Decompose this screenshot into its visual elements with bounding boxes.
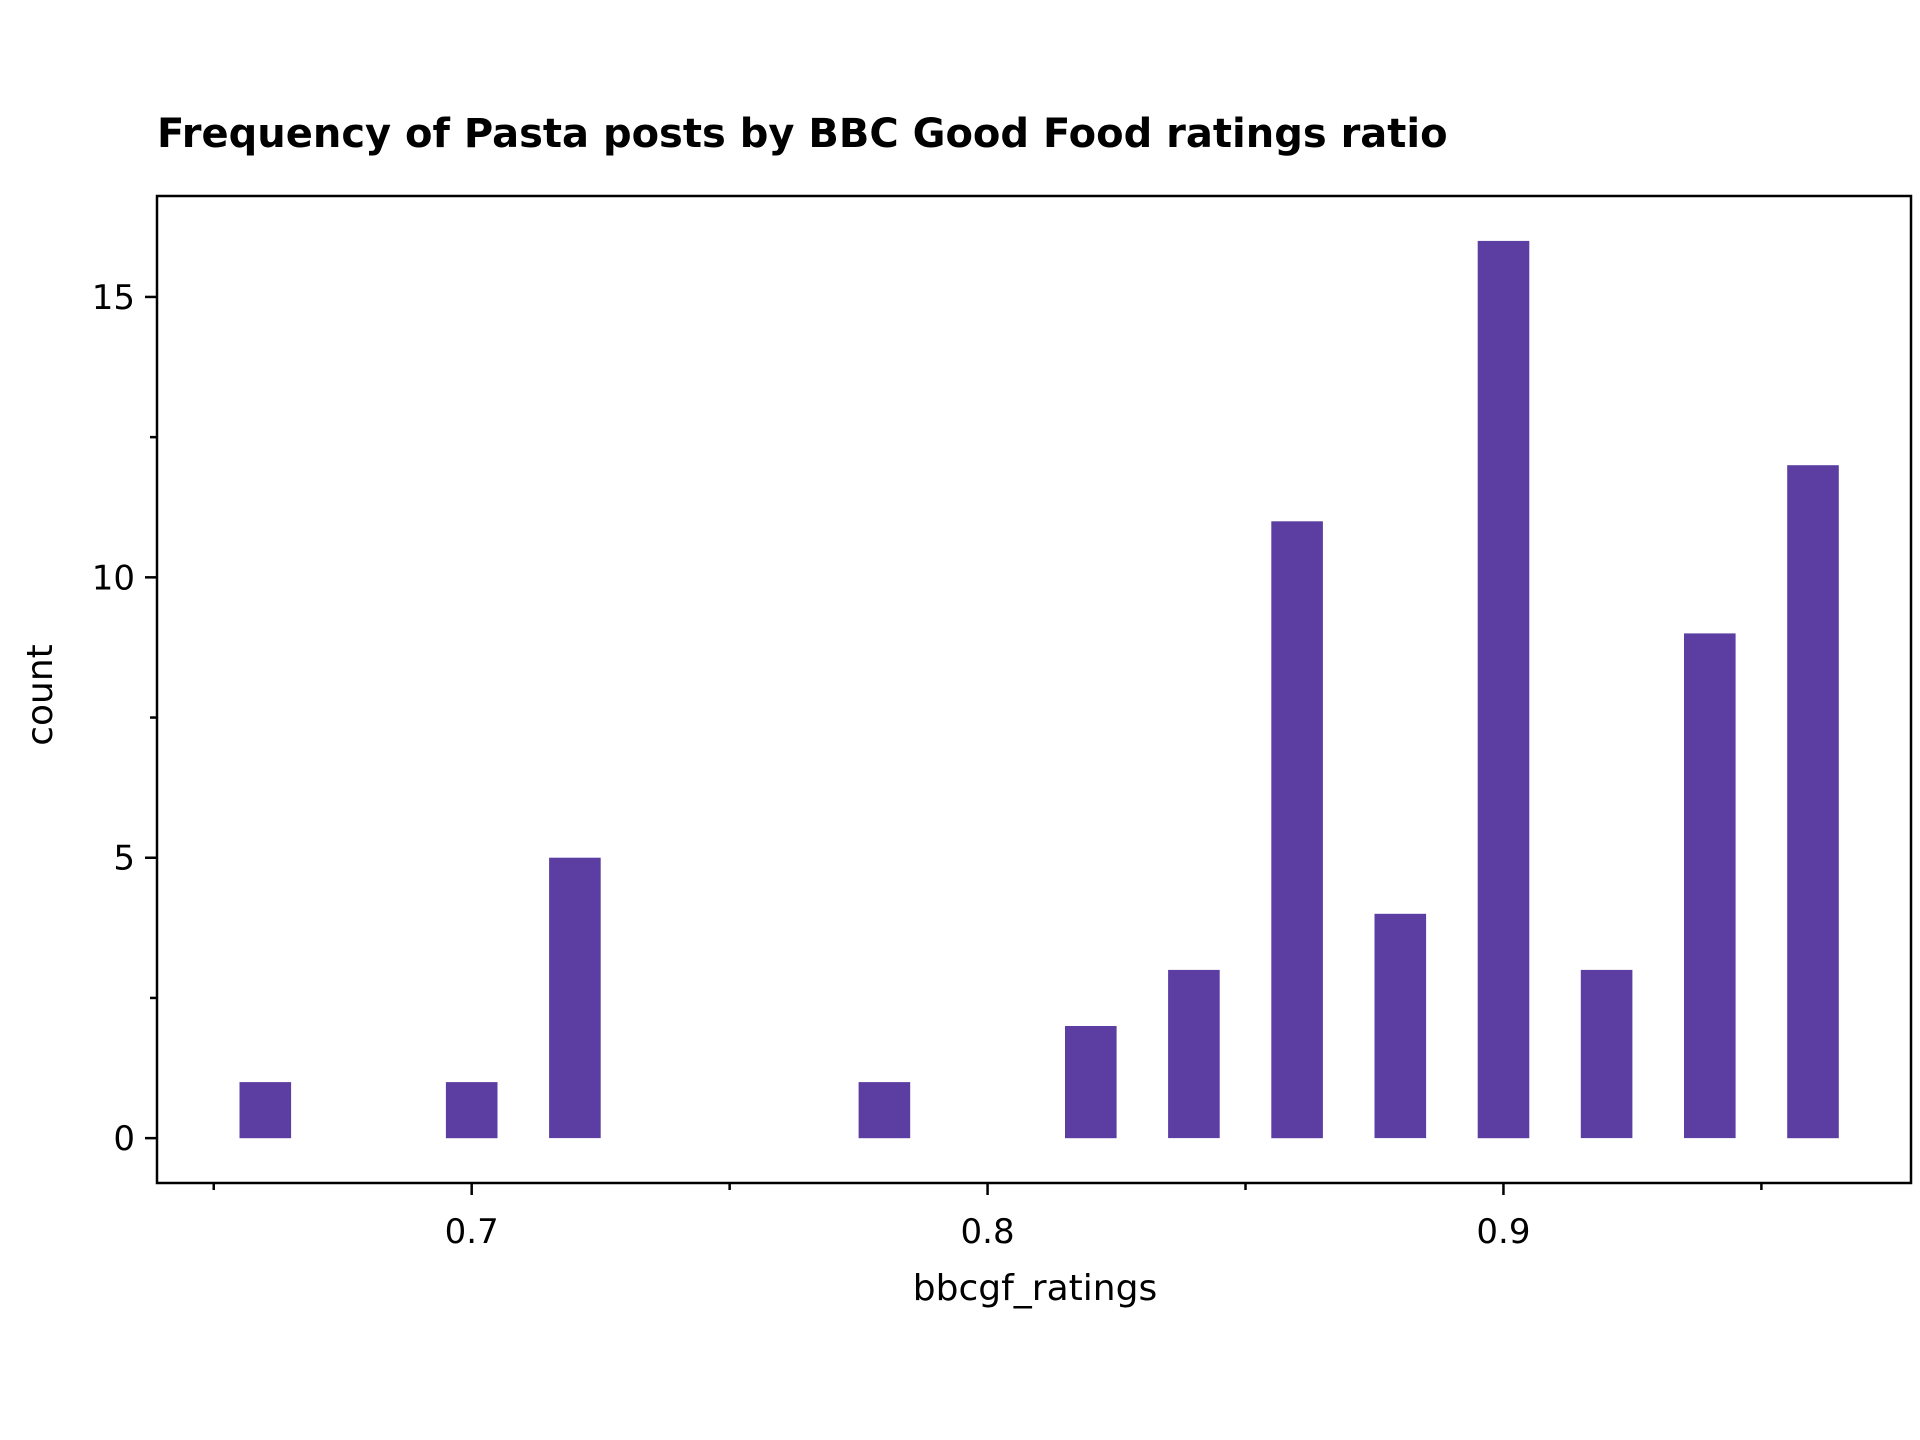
histogram-bar	[858, 1082, 911, 1139]
y-axis-label: count	[20, 644, 61, 746]
ticks-group: 0.7 0.8 0.9 0 5 10 15	[92, 278, 1763, 1252]
y-tick-label: 0	[113, 1119, 135, 1159]
histogram-bar	[1477, 240, 1530, 1139]
chart-title: Frequency of Pasta posts by BBC Good Foo…	[157, 111, 1448, 157]
histogram-bar	[1271, 521, 1323, 1139]
histogram-bar	[1580, 969, 1633, 1139]
histogram-bar	[239, 1082, 292, 1139]
y-tick-label: 5	[113, 839, 135, 879]
histogram-bar	[1168, 969, 1220, 1139]
y-tick-label: 10	[92, 558, 135, 598]
x-tick-label: 0.8	[961, 1212, 1015, 1252]
histogram-bar	[549, 857, 601, 1139]
histogram-bar	[1684, 633, 1736, 1139]
x-tick-label: 0.9	[1476, 1212, 1530, 1252]
histogram-bar	[1065, 1026, 1117, 1139]
histogram-bar	[1374, 913, 1427, 1139]
histogram-bar	[445, 1082, 498, 1139]
x-axis-label: bbcgf_ratings	[913, 1268, 1157, 1309]
histogram-bar	[1787, 465, 1839, 1139]
y-tick-label: 15	[92, 278, 135, 318]
plot-area-frame	[155, 194, 1913, 1185]
x-tick-label: 0.7	[445, 1212, 499, 1252]
bars-group	[239, 240, 1839, 1139]
